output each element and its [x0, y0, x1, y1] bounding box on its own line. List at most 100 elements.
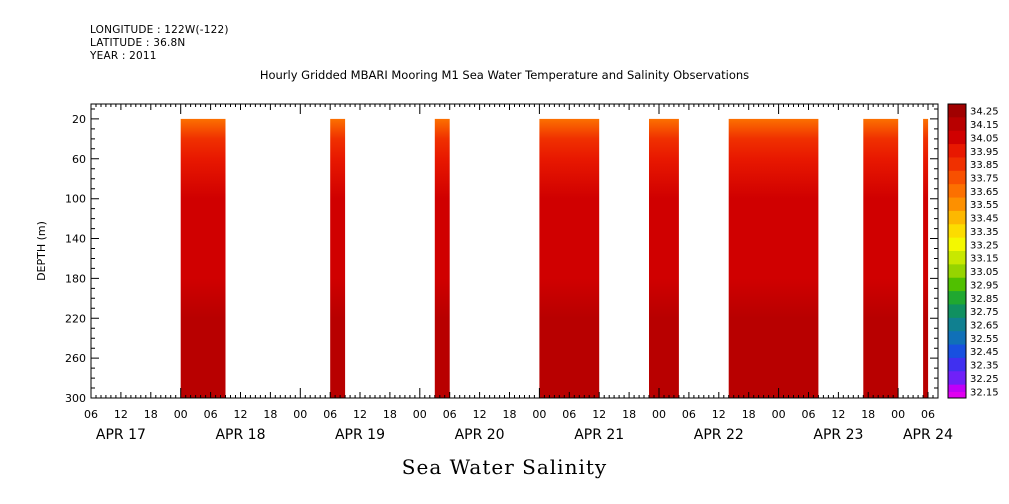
data-segment: [539, 118, 600, 399]
data-segment: [728, 118, 819, 399]
latitude-label: LATITUDE : 36.8N: [90, 37, 186, 49]
axis-ticks: [90, 104, 939, 399]
data-segment: [923, 118, 929, 399]
tick-marks: [90, 104, 939, 399]
colorbar-label: 33.35: [970, 227, 999, 238]
x-tick-label: 18: [742, 408, 756, 421]
colorbar-swatch: [948, 237, 966, 252]
data-segment: [649, 118, 679, 399]
x-day-label: APR 17: [96, 427, 146, 443]
data-segment: [863, 118, 899, 399]
colorbar-label: 33.15: [970, 254, 999, 265]
chart-title: Hourly Gridded MBARI Mooring M1 Sea Wate…: [259, 68, 750, 82]
x-tick-label: 00: [772, 408, 786, 421]
colorbar-swatch: [948, 344, 966, 359]
x-tick-label: 12: [712, 408, 726, 421]
colorbar-label: 32.85: [970, 294, 999, 305]
colorbar-label: 34.15: [970, 120, 999, 131]
colorbar-label: 32.95: [970, 280, 999, 291]
x-tick-label: 06: [802, 408, 816, 421]
colorbar-label: 32.15: [970, 387, 999, 398]
y-tick-label: 100: [65, 193, 86, 206]
colorbar-swatch: [948, 197, 966, 212]
y-tick-label: 60: [72, 153, 86, 166]
colorbar-swatch: [948, 304, 966, 319]
x-day-label: APR 22: [694, 427, 744, 443]
longitude-label: LONGITUDE : 122W(-122): [90, 24, 229, 36]
colorbar-label: 33.65: [970, 187, 999, 198]
y-tick-label: 140: [65, 233, 86, 246]
colorbar-label: 32.75: [970, 307, 999, 318]
colorbar: 34.25 34.15 34.05 33.95 33.85 33.75 33.65 33.55…: [947, 103, 999, 399]
year-label: YEAR : 2011: [90, 50, 157, 62]
x-tick-label: 00: [891, 408, 905, 421]
x-tick-label: 12: [353, 408, 367, 421]
x-tick-label: 00: [652, 408, 666, 421]
y-tick-label: 220: [65, 312, 86, 325]
colorbar-label: 33.95: [970, 147, 999, 158]
colorbar-label: 32.55: [970, 334, 999, 345]
colorbar-swatch: [948, 317, 966, 332]
colorbar-label: 34.25: [970, 107, 999, 118]
x-tick-label: 06: [921, 408, 935, 421]
x-tick-label: 12: [114, 408, 128, 421]
x-tick-label: 00: [413, 408, 427, 421]
colorbar-swatch: [948, 331, 966, 346]
data-segment: [180, 118, 226, 399]
x-tick-label: 06: [323, 408, 337, 421]
colorbar-label: 32.25: [970, 374, 999, 385]
colorbar-swatch: [948, 130, 966, 145]
colorbar-swatch: [948, 210, 966, 225]
y-axis-label: DEPTH (m): [35, 221, 48, 281]
x-day-label: APR 24: [903, 427, 953, 443]
colorbar-swatch: [948, 170, 966, 185]
colorbar-label: 33.25: [970, 240, 999, 251]
x-day-label: APR 19: [335, 427, 385, 443]
colorbar-label: 33.85: [970, 160, 999, 171]
x-tick-label: 18: [383, 408, 397, 421]
data-segment: [330, 118, 346, 399]
colorbar-bottom-swatch: [948, 392, 966, 398]
colorbar-label: 34.05: [970, 133, 999, 144]
colorbar-swatch: [948, 251, 966, 265]
x-tick-label: 18: [263, 408, 277, 421]
colorbar-label: 32.45: [970, 347, 999, 358]
colorbar-swatch: [948, 224, 966, 239]
colorbar-label: 32.65: [970, 321, 999, 332]
x-day-label: APR 20: [455, 427, 505, 443]
colorbar-swatch: [948, 277, 966, 292]
colorbar-label: 33.05: [970, 267, 999, 278]
x-tick-label: 18: [503, 408, 517, 421]
colorbar-label: 32.35: [970, 361, 999, 372]
axis-labels: 06 12 18 00 06 12 18 00 06 12 18 00 06 12 18 00 06 12 18 00…: [65, 113, 953, 443]
colorbar-label: 33.45: [970, 214, 999, 225]
x-tick-label: 12: [234, 408, 248, 421]
x-day-label: APR 23: [813, 427, 863, 443]
data-segment: [434, 118, 450, 399]
x-tick-label: 06: [562, 408, 576, 421]
x-tick-label: 00: [174, 408, 188, 421]
variable-label: Sea Water Salinity: [401, 455, 608, 479]
colorbar-swatch: [948, 104, 966, 118]
x-tick-label: 12: [831, 408, 845, 421]
colorbar-swatch: [948, 184, 966, 199]
x-tick-label: 12: [473, 408, 487, 421]
colorbar-label: 33.55: [970, 200, 999, 211]
x-tick-label: 06: [84, 408, 98, 421]
colorbar-swatch: [948, 291, 966, 305]
x-tick-label: 06: [204, 408, 218, 421]
y-tick-label: 20: [72, 113, 86, 126]
colorbar-label: 33.75: [970, 174, 999, 185]
x-tick-label: 18: [861, 408, 875, 421]
x-tick-label: 06: [682, 408, 696, 421]
y-tick-label: 300: [65, 392, 86, 405]
colorbar-swatch: [948, 117, 966, 132]
x-tick-label: 00: [532, 408, 546, 421]
colorbar-swatch: [948, 144, 966, 158]
x-day-label: APR 18: [215, 427, 265, 443]
colorbar-swatch: [948, 157, 966, 172]
x-tick-label: 12: [592, 408, 606, 421]
x-tick-label: 18: [622, 408, 636, 421]
y-tick-label: 260: [65, 352, 86, 365]
